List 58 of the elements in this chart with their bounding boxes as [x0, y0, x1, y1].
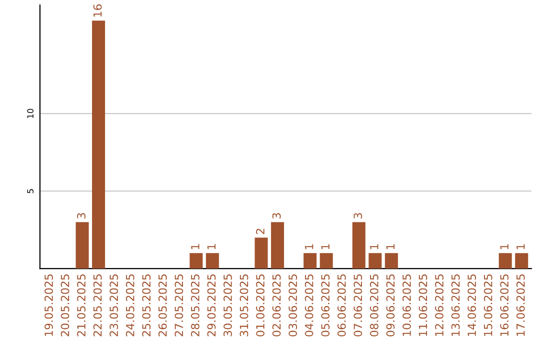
- x-tick-label: 12.06.2025: [435, 274, 444, 336]
- data-label: 2: [256, 228, 264, 234]
- data-label: 1: [516, 244, 525, 250]
- x-tick-label: 05.06.2025: [321, 274, 330, 336]
- x-tick-label: 07.06.2025: [354, 274, 362, 336]
- x-tick-label: 23.05.2025: [110, 274, 118, 336]
- bar: [206, 253, 219, 269]
- x-tick-label: 19.05.2025: [44, 274, 53, 336]
- bar: [320, 253, 333, 269]
- bar: [254, 238, 268, 269]
- x-tick-label: 10.06.2025: [402, 274, 411, 336]
- x-tick-label: 25.05.2025: [142, 274, 151, 336]
- bar: [498, 253, 512, 269]
- x-tick-label: 08.06.2025: [370, 274, 378, 336]
- bar: [515, 253, 528, 269]
- y-tick-label: 10: [27, 108, 34, 118]
- x-tick-label: 06.06.2025: [337, 274, 346, 336]
- bar: [190, 253, 203, 269]
- data-label: 16: [93, 4, 102, 17]
- x-tick-label: 31.05.2025: [240, 274, 248, 336]
- x-tick-label: 04.06.2025: [304, 274, 314, 336]
- x-tick-label: 15.06.2025: [484, 274, 492, 336]
- bar: [271, 222, 284, 269]
- x-tick-label: 13.06.2025: [451, 274, 460, 336]
- x-tick-label: 09.06.2025: [386, 274, 395, 336]
- data-label: 1: [207, 244, 216, 250]
- bar: [76, 222, 89, 269]
- data-label: 3: [354, 213, 362, 218]
- bar: [368, 253, 382, 269]
- data-label: 1: [321, 244, 330, 250]
- data-label: 1: [305, 244, 314, 250]
- x-tick-label: 29.05.2025: [207, 274, 216, 336]
- x-tick-label: 24.05.2025: [126, 274, 134, 336]
- x-tick-label: 01.06.2025: [256, 274, 264, 336]
- x-tick-label: 21.05.2025: [77, 274, 86, 336]
- x-tick-label: 27.05.2025: [174, 274, 184, 336]
- x-tick-label: 02.06.2025: [272, 274, 281, 336]
- data-label: 3: [77, 213, 86, 218]
- x-tick-label: 22.05.2025: [93, 274, 102, 336]
- x-tick-label: 11.06.2025: [418, 274, 428, 336]
- x-tick-label: 14.06.2025: [468, 274, 476, 336]
- x-tick-label: 03.06.2025: [288, 274, 298, 336]
- x-tick-label: 20.05.2025: [60, 274, 70, 336]
- x-tick-label: 28.05.2025: [190, 274, 200, 336]
- bar: [384, 253, 398, 269]
- y-tick-label: 5: [27, 189, 34, 194]
- x-tick-label: 26.05.2025: [158, 274, 167, 336]
- x-tick-label: 17.06.2025: [516, 274, 525, 336]
- data-label: 3: [272, 213, 281, 218]
- x-tick-label: 16.06.2025: [500, 274, 509, 336]
- data-label: 1: [386, 244, 394, 250]
- bar: [304, 253, 317, 269]
- data-label: 1: [500, 244, 508, 250]
- x-tick-label: 30.05.2025: [224, 274, 232, 336]
- data-label: 1: [191, 244, 200, 250]
- data-label: 1: [370, 244, 378, 250]
- bar: [92, 20, 106, 269]
- bar: [352, 222, 366, 269]
